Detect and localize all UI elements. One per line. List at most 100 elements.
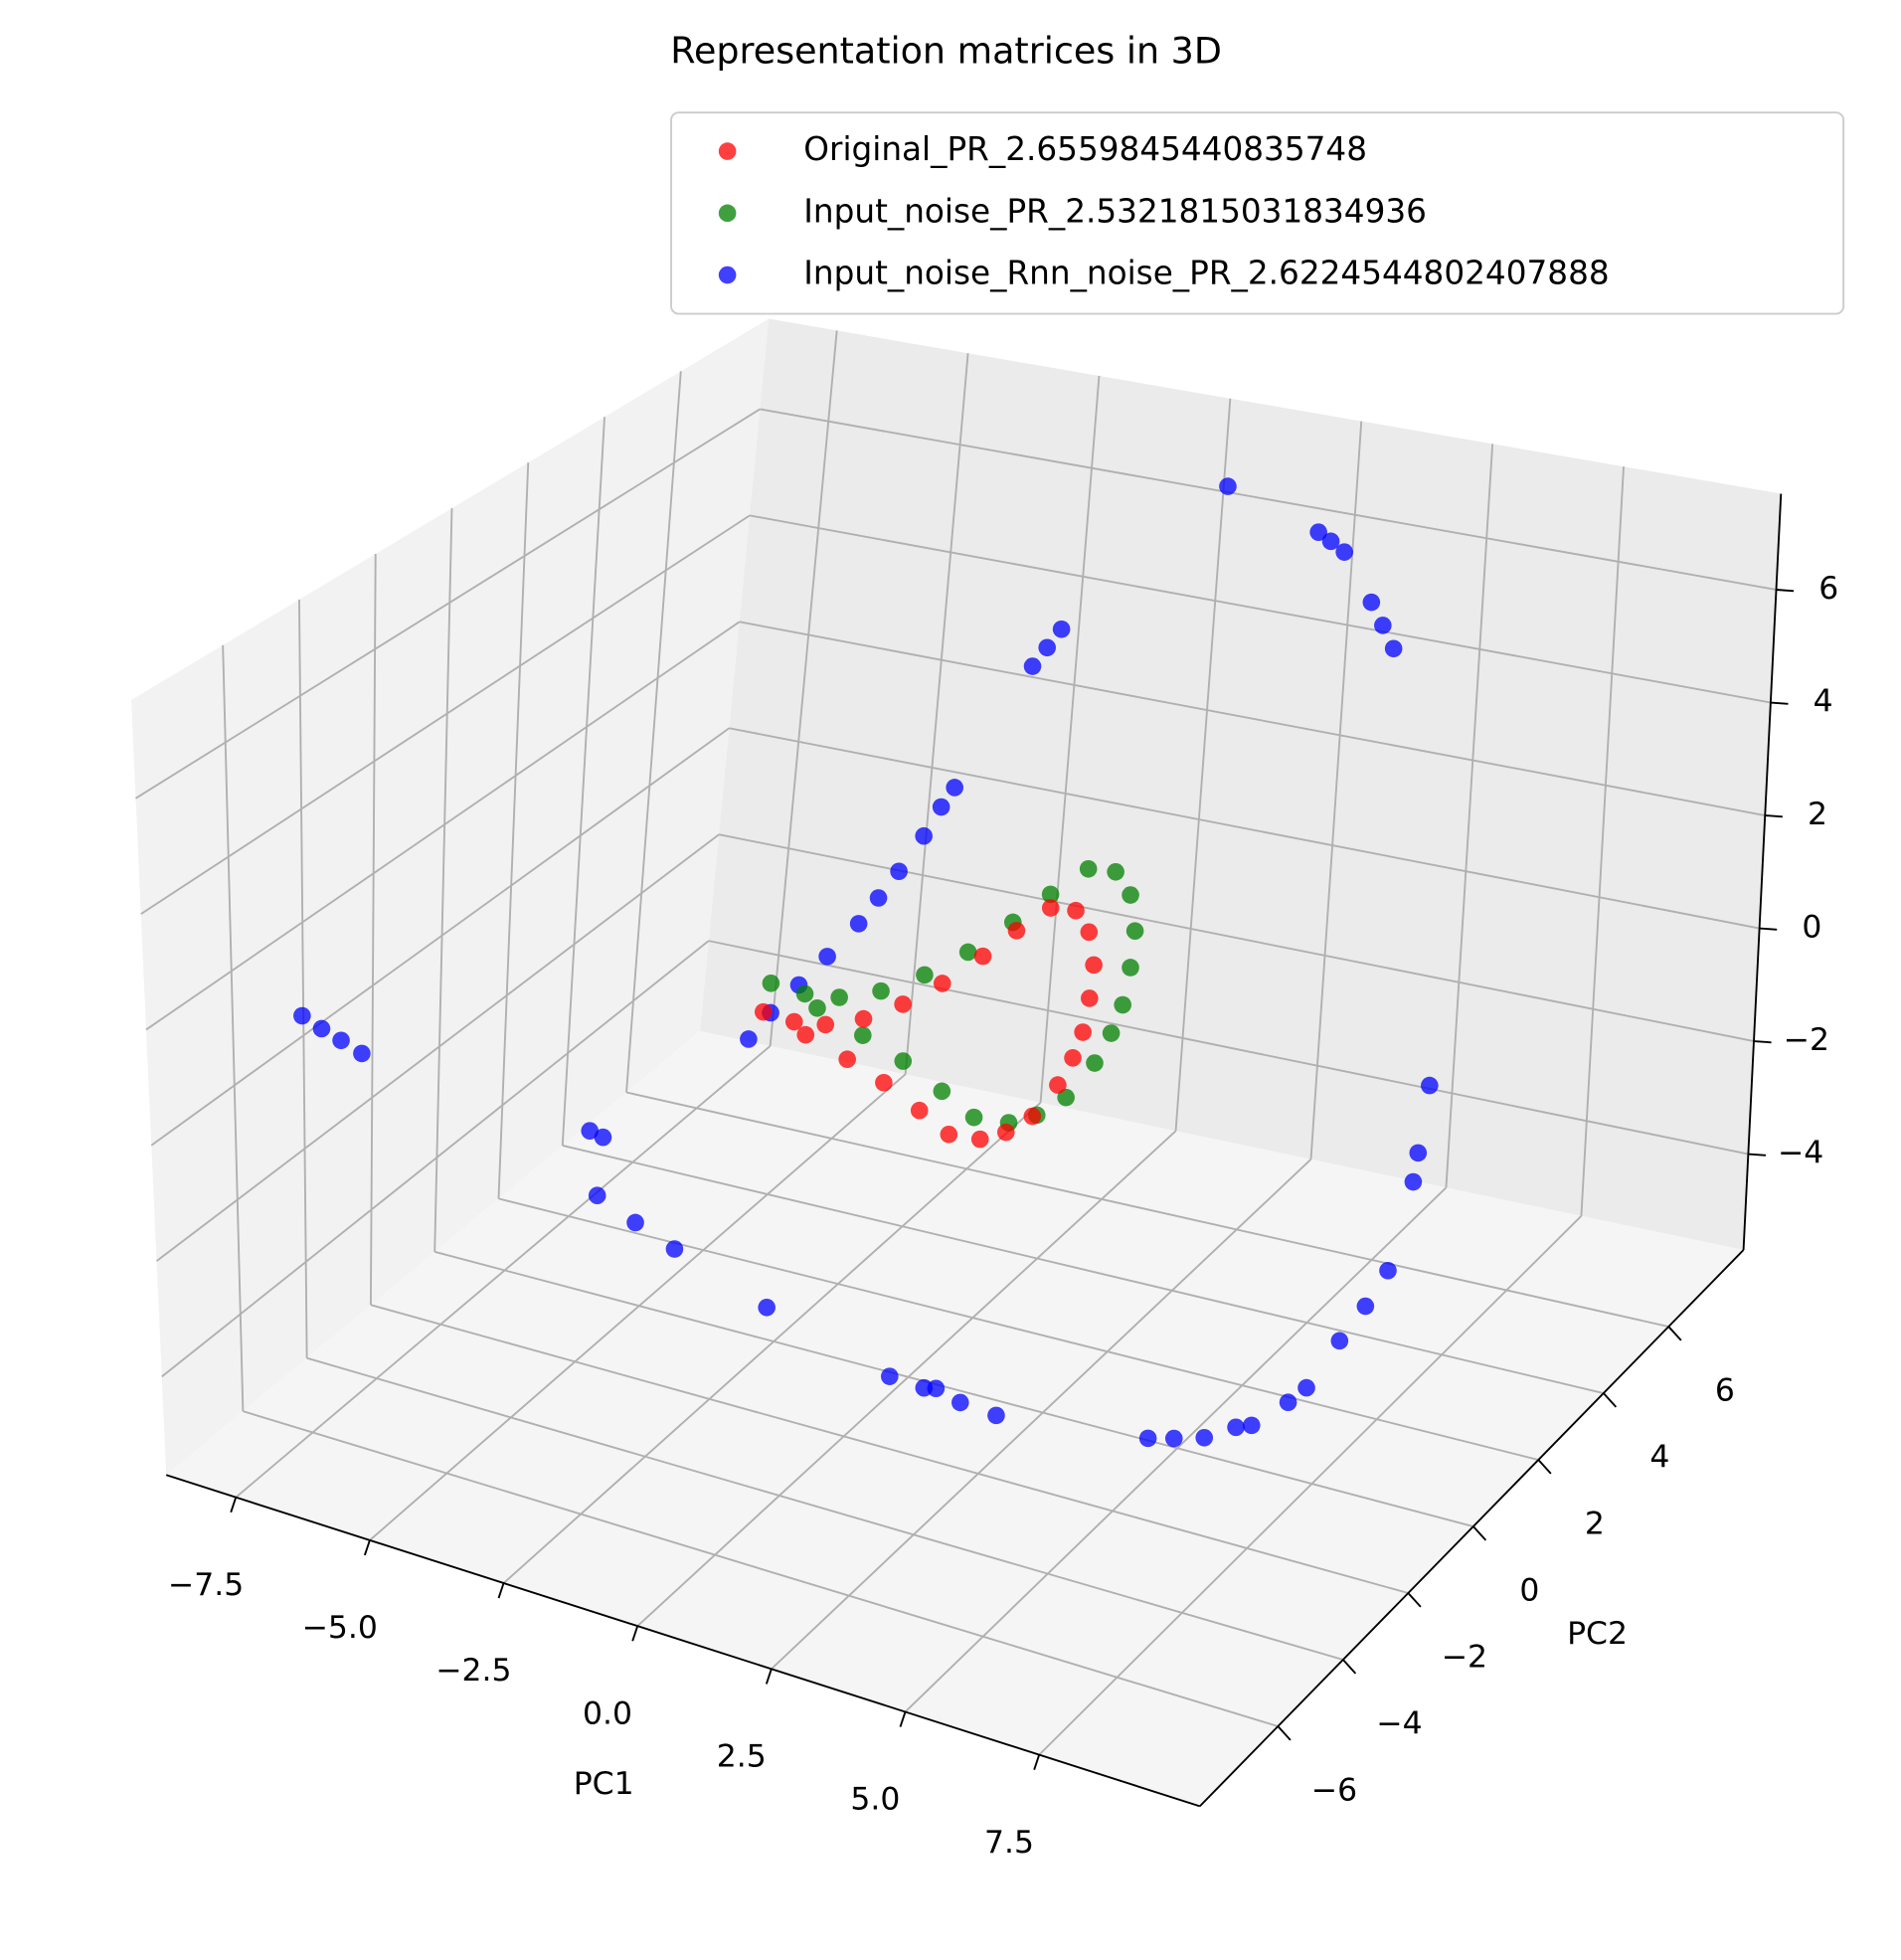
- point: [1107, 862, 1124, 881]
- y-tick-mark: [1667, 1326, 1682, 1341]
- point: [996, 1123, 1015, 1142]
- legend-marker: [718, 266, 737, 284]
- x-tick-label: 2.5: [717, 1739, 767, 1775]
- point: [762, 974, 780, 992]
- point: [1242, 1416, 1261, 1435]
- point: [293, 1006, 311, 1025]
- x-tick-label: −5.0: [302, 1610, 378, 1646]
- grid-line: [561, 417, 605, 1146]
- z-tick-mark: [1759, 927, 1778, 931]
- y-tick-label: 2: [1585, 1506, 1605, 1541]
- axes: −7.5 −5.0 −2.5 0.0 2.5 5.0 7.5 −6 −4 −2 0 2 4 6 −4 −2 0 2…: [165, 493, 1838, 1861]
- point: [796, 1025, 815, 1044]
- grid-line: [134, 408, 761, 800]
- point: [1379, 1261, 1397, 1280]
- points: [293, 477, 1439, 1448]
- point: [1007, 922, 1026, 940]
- grid-line: [625, 1091, 1669, 1328]
- grid-line: [636, 1130, 1177, 1627]
- point: [1195, 1428, 1214, 1447]
- x-tick-label: 7.5: [984, 1825, 1034, 1861]
- y-tick-label: 4: [1649, 1439, 1669, 1475]
- z-tick-label: −2: [1784, 1022, 1829, 1058]
- grid-line: [625, 371, 682, 1093]
- z-tick-mark: [1770, 701, 1789, 705]
- point: [1057, 1088, 1075, 1107]
- grid-line: [1580, 466, 1625, 1216]
- point: [1064, 1049, 1082, 1067]
- point: [332, 1031, 350, 1050]
- y-tick-mark: [1472, 1525, 1487, 1541]
- x-tick-mark: [1033, 1754, 1041, 1770]
- grid-line: [369, 553, 377, 1306]
- legend-marker: [718, 204, 737, 223]
- point: [973, 947, 992, 966]
- point: [1297, 1378, 1315, 1397]
- x-tick-label: 0.0: [583, 1695, 632, 1731]
- z-tick-label: 4: [1814, 684, 1833, 720]
- z-tick-label: 6: [1818, 571, 1838, 607]
- x-tick-mark: [765, 1669, 773, 1685]
- point: [869, 889, 888, 907]
- grid-line: [433, 1250, 1474, 1527]
- point: [588, 1186, 606, 1205]
- axis-line: [1742, 493, 1783, 1251]
- grid-line: [749, 514, 1772, 704]
- y-tick-label: 6: [1715, 1372, 1735, 1408]
- grid-line: [1174, 398, 1232, 1132]
- y-axis-label: PC2: [1567, 1616, 1628, 1652]
- point: [1362, 593, 1381, 612]
- z-tick-label: −4: [1778, 1136, 1823, 1171]
- point: [1138, 1429, 1157, 1448]
- grid-line: [297, 599, 308, 1358]
- y-tick-mark: [1277, 1725, 1292, 1741]
- axis-line: [1199, 1249, 1745, 1808]
- point: [1080, 989, 1099, 1007]
- point: [353, 1044, 371, 1063]
- point: [970, 1130, 989, 1149]
- point: [1404, 1172, 1423, 1191]
- pane: [166, 1031, 1744, 1807]
- point: [1409, 1144, 1428, 1162]
- point: [1330, 1332, 1349, 1350]
- point: [964, 1108, 983, 1127]
- grid-line: [1039, 375, 1101, 1103]
- grid-line: [1038, 1215, 1583, 1756]
- point: [1074, 1023, 1092, 1041]
- point: [784, 1012, 803, 1031]
- grid-line: [729, 727, 1760, 930]
- grid-line: [904, 353, 969, 1075]
- point: [875, 1073, 893, 1092]
- point: [910, 1101, 929, 1120]
- point: [1049, 1076, 1067, 1094]
- point: [927, 1379, 946, 1398]
- point: [1279, 1393, 1297, 1412]
- grid-line: [369, 1073, 907, 1541]
- y-tick-label: −2: [1442, 1639, 1487, 1675]
- z-tick-mark: [1748, 1153, 1767, 1157]
- y-tick-mark: [1603, 1392, 1618, 1408]
- z-tick-label: 0: [1802, 910, 1821, 946]
- grid-line: [1309, 421, 1363, 1159]
- point: [1356, 1297, 1375, 1316]
- grid-line: [904, 1186, 1448, 1713]
- point: [933, 1082, 951, 1101]
- point: [1421, 1076, 1439, 1095]
- point: [1321, 532, 1340, 551]
- grid-line: [155, 833, 720, 1262]
- x-tick-label: −7.5: [168, 1567, 244, 1603]
- legend: Original_PR_2.6559845440835748 Input_nois…: [670, 111, 1845, 315]
- chart-title: Representation matrices in 3D: [670, 29, 1222, 72]
- point: [1219, 477, 1237, 495]
- point: [933, 975, 951, 992]
- grid-line: [497, 462, 530, 1199]
- point: [1038, 638, 1057, 657]
- point: [1309, 523, 1327, 541]
- point: [940, 1125, 958, 1144]
- x-tick-label: −2.5: [435, 1653, 511, 1689]
- y-tick-mark: [1342, 1659, 1357, 1675]
- point: [915, 826, 933, 845]
- point: [1125, 922, 1144, 940]
- point: [880, 1367, 899, 1385]
